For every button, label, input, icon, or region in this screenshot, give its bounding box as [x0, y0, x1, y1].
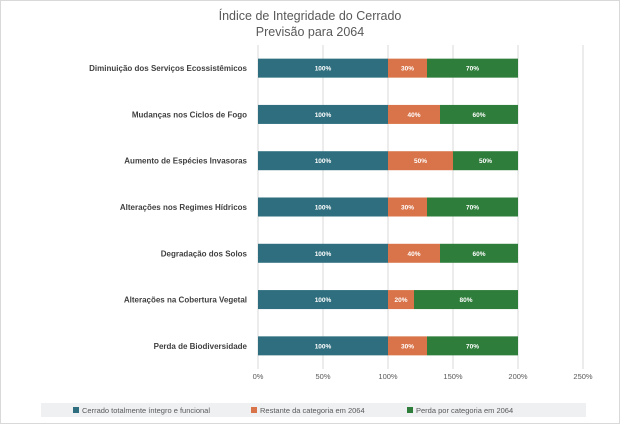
- data-label: 100%: [315, 343, 332, 350]
- legend-swatch: [251, 407, 257, 413]
- bar-segment: [258, 290, 388, 310]
- data-label: 70%: [466, 343, 479, 350]
- data-label: 100%: [315, 251, 332, 258]
- data-label: 80%: [459, 297, 472, 304]
- x-tick-label: 50%: [315, 372, 330, 381]
- legend: Cerrado totalmente íntegro e funcional Re…: [41, 403, 586, 417]
- bar-segment: [258, 243, 388, 263]
- bar-segment: [414, 290, 518, 310]
- data-label: 30%: [401, 343, 414, 350]
- bar-segment: [440, 104, 518, 124]
- category-label: Degradação dos Solos: [161, 249, 248, 258]
- data-label: 70%: [466, 205, 479, 212]
- data-label: 30%: [401, 66, 414, 73]
- data-label: 20%: [394, 297, 407, 304]
- bar-segment: [427, 197, 518, 217]
- chart-title: Índice de Integridade do Cerrado: [219, 8, 402, 23]
- legend-background: [41, 403, 586, 417]
- bar-segment: [388, 151, 453, 171]
- x-tick-label: 0%: [253, 372, 264, 381]
- data-label: 40%: [407, 251, 420, 258]
- bar-segment: [427, 58, 518, 78]
- bar-segment: [388, 58, 427, 78]
- category-label: Mudanças nos Ciclos de Fogo: [132, 110, 247, 119]
- x-tick-label: 100%: [378, 372, 398, 381]
- x-axis-tick-labels: 0% 50% 100% 150% 200% 250%: [253, 372, 593, 381]
- bar-segment: [440, 243, 518, 263]
- bar-segment: [388, 336, 427, 356]
- data-label: 40%: [407, 112, 420, 119]
- bar-segment: [258, 58, 388, 78]
- bar-segment: [258, 104, 388, 124]
- data-label: 60%: [472, 112, 485, 119]
- bar-segment: [388, 290, 414, 310]
- data-label: 60%: [472, 251, 485, 258]
- data-label: 100%: [315, 66, 332, 73]
- legend-swatch: [407, 407, 413, 413]
- bar-segment: [388, 197, 427, 217]
- data-label: 100%: [315, 158, 332, 165]
- data-label: 100%: [315, 297, 332, 304]
- legend-swatch: [73, 407, 79, 413]
- category-labels: Diminuição dos Serviços Ecossistêmicos Mu…: [89, 64, 247, 351]
- data-labels: 100% 30% 70% 100% 40% 60% 100% 50% 50% 100% 30% 70%…: [315, 66, 493, 351]
- x-tick-label: 150%: [443, 372, 463, 381]
- data-label: 100%: [315, 205, 332, 212]
- data-label: 100%: [315, 112, 332, 119]
- x-tick-label: 250%: [573, 372, 593, 381]
- bar-segment: [258, 336, 388, 356]
- category-label: Aumento de Espécies Invasoras: [124, 157, 247, 166]
- data-label: 70%: [466, 66, 479, 73]
- category-label: Alterações na Cobertura Vegetal: [124, 296, 247, 305]
- bar-segment: [388, 104, 440, 124]
- bar-segment: [453, 151, 518, 171]
- bar-segment: [258, 151, 388, 171]
- data-label: 50%: [414, 158, 427, 165]
- legend-label: Perda por categoria em 2064: [416, 406, 513, 415]
- category-label: Alterações nos Regimes Hídricos: [120, 203, 248, 212]
- bar-segments: [258, 58, 518, 356]
- category-label: Diminuição dos Serviços Ecossistêmicos: [89, 64, 247, 73]
- chart-subtitle: Previsão para 2064: [256, 25, 364, 39]
- bar-segment: [427, 336, 518, 356]
- legend-label: Restante da categoria em 2064: [260, 406, 365, 415]
- legend-label: Cerrado totalmente íntegro e funcional: [82, 406, 210, 415]
- category-label: Perda de Biodiversidade: [154, 342, 248, 351]
- bar-segment: [258, 197, 388, 217]
- data-label: 30%: [401, 205, 414, 212]
- bar-segment: [388, 243, 440, 263]
- data-label: 50%: [479, 158, 492, 165]
- x-tick-label: 200%: [508, 372, 528, 381]
